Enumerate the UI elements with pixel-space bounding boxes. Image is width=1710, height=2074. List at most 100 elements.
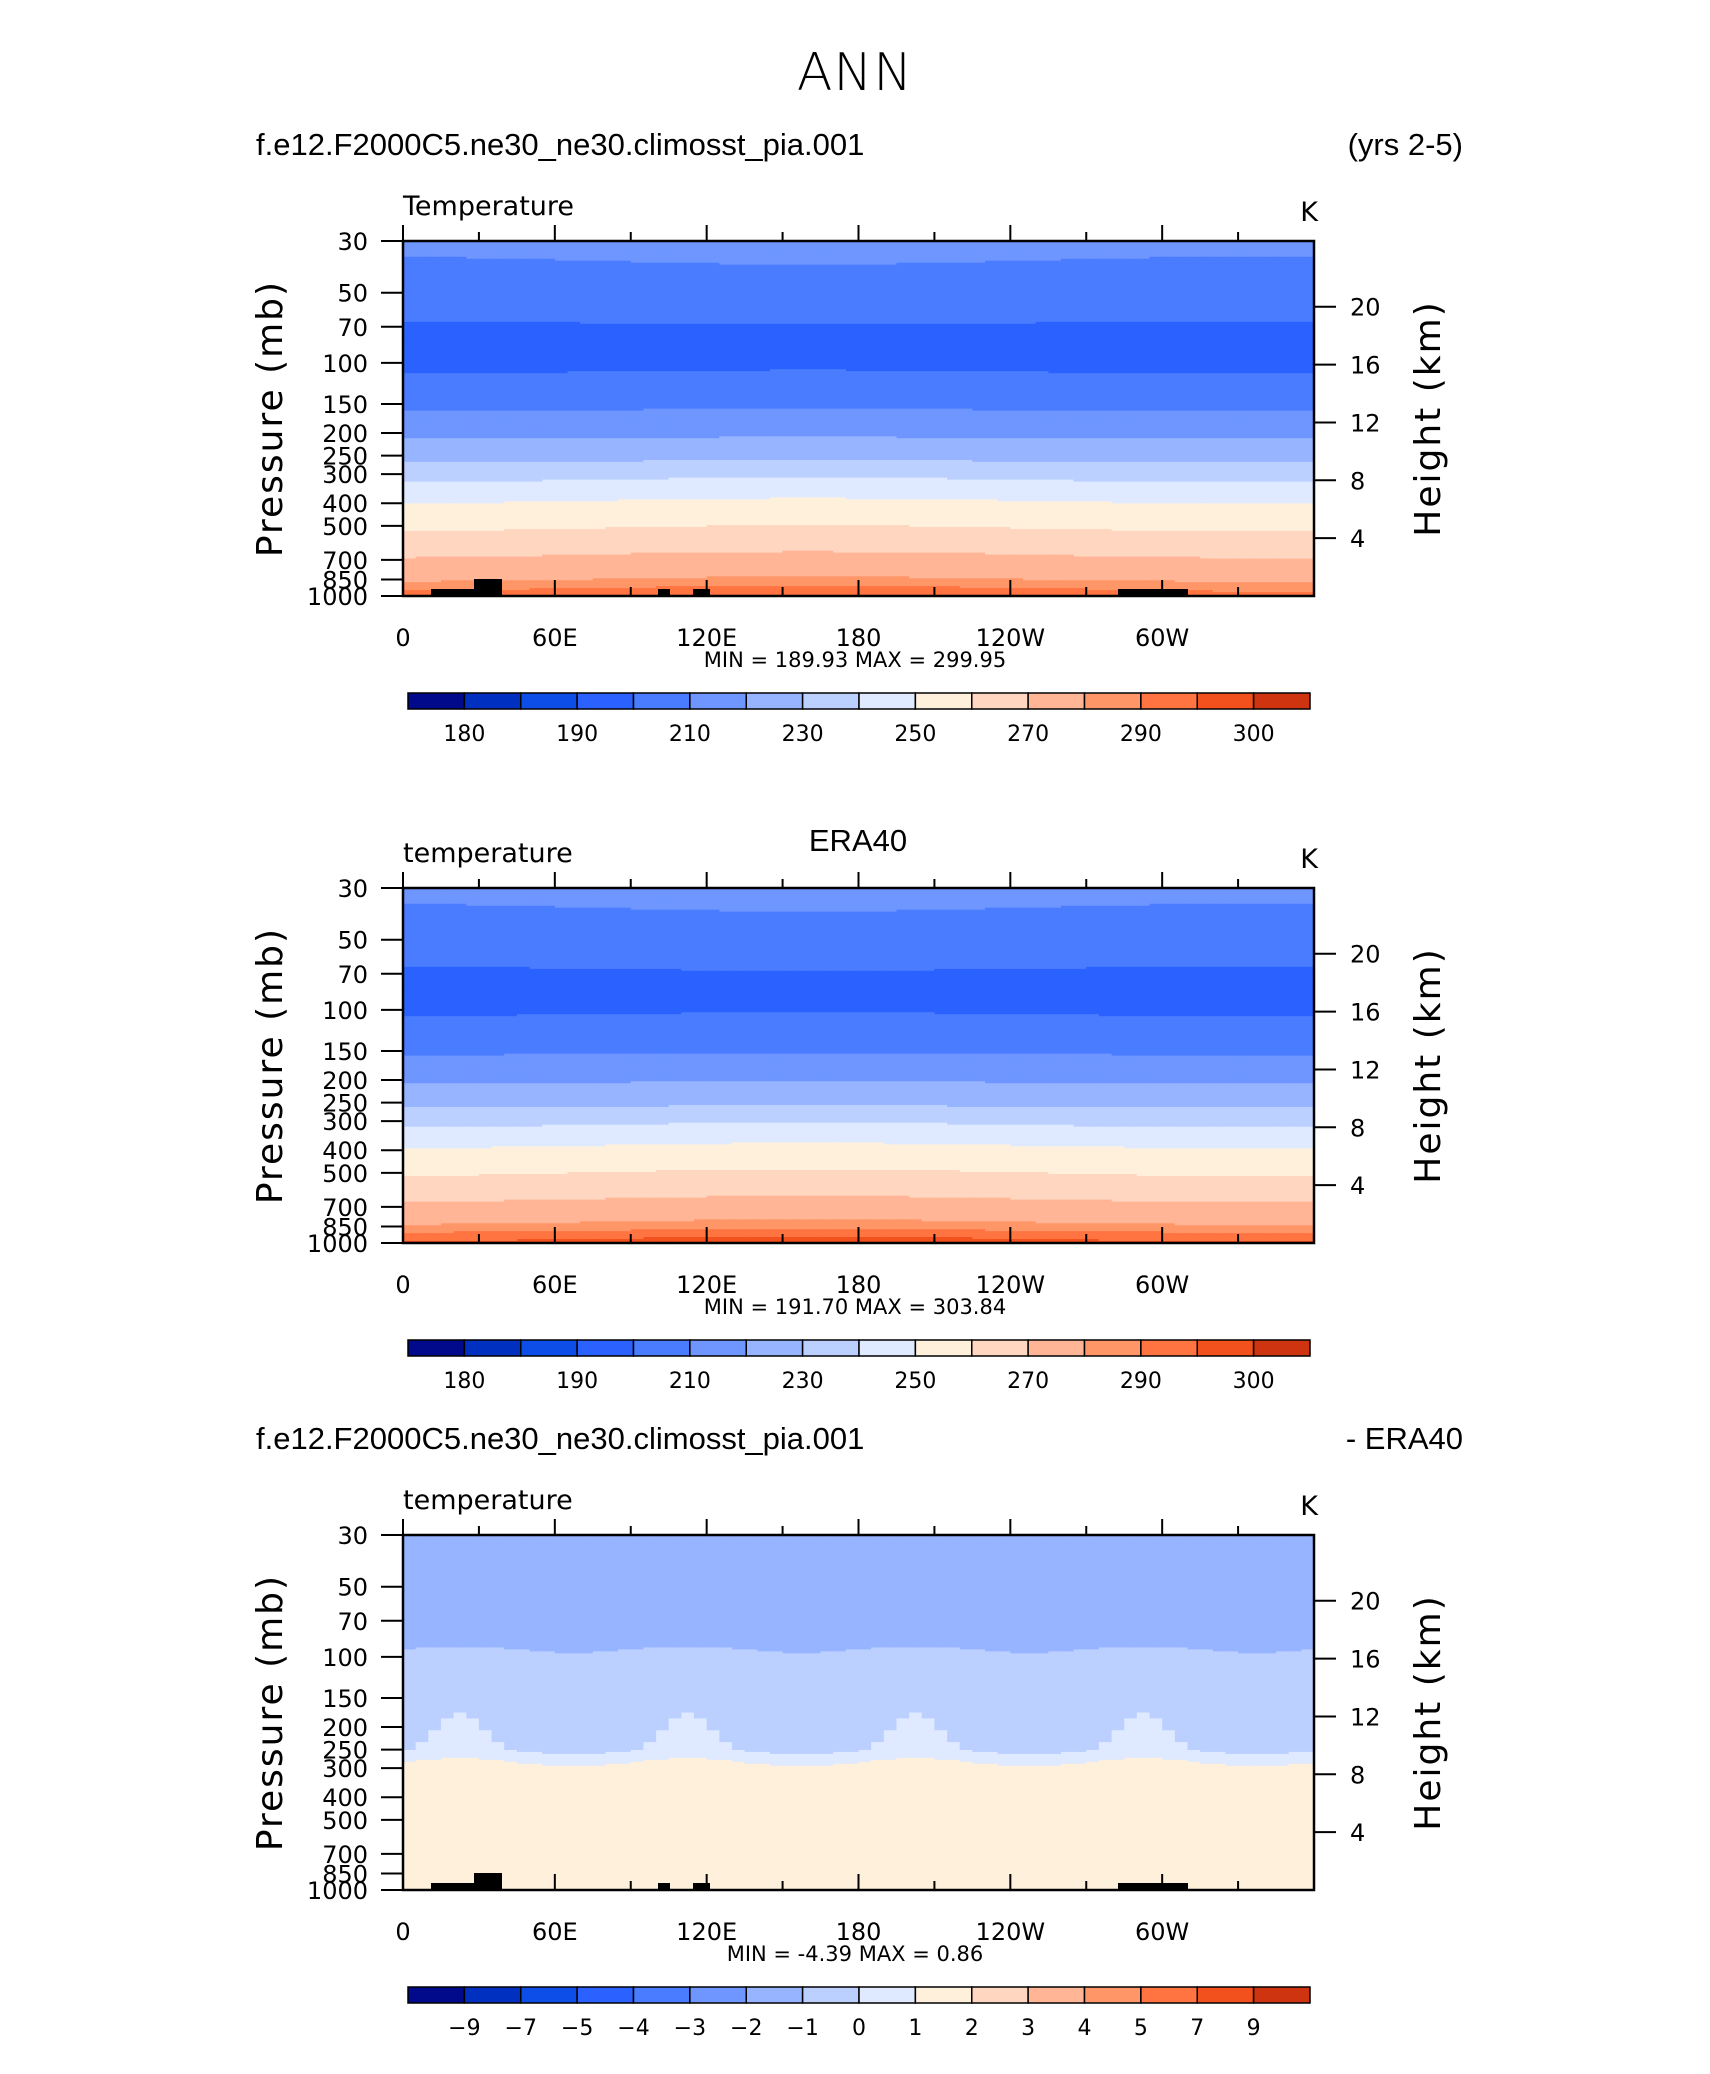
contour-cell (820, 268, 834, 272)
contour-cell (1022, 272, 1037, 276)
contour-cell (896, 248, 910, 252)
contour-cell (1187, 246, 1201, 250)
contour-cell (656, 266, 670, 270)
contour-cell (1098, 248, 1113, 252)
contour-cell (1225, 256, 1239, 260)
contour-cell (668, 268, 682, 272)
contour-cell (567, 282, 581, 285)
contour-cell (1200, 250, 1214, 254)
contour-cell (744, 258, 758, 262)
contour-cell (694, 268, 708, 272)
contour-cell (858, 258, 872, 262)
contour-cell (428, 266, 442, 270)
contour-cell (554, 252, 569, 256)
contour-cell (959, 264, 973, 268)
contour-cell (592, 272, 607, 276)
contour-cell (731, 266, 746, 270)
contour-cell (1187, 268, 1201, 272)
contour-cell (807, 264, 822, 268)
contour-cell (618, 262, 632, 266)
contour-cell (1276, 244, 1290, 248)
contour-cell (567, 256, 581, 260)
contour-cell (1149, 252, 1163, 256)
contour-cell (807, 254, 822, 258)
contour-cell (795, 242, 809, 246)
contour-cell (1060, 278, 1075, 282)
contour-cell (769, 258, 784, 262)
contour-cell (618, 250, 632, 254)
contour-cell (403, 268, 417, 272)
contour-cell (643, 262, 657, 266)
contour-cell (972, 242, 986, 246)
contour-cell (795, 252, 809, 256)
contour-cell (921, 244, 936, 248)
contour-cell (744, 262, 758, 266)
contour-cell (1124, 282, 1138, 285)
contour-cell (668, 280, 682, 284)
contour-cell (554, 276, 569, 280)
contour-cell (529, 256, 543, 260)
contour-cell (769, 274, 784, 278)
contour-cell (833, 264, 847, 268)
contour-cell (896, 282, 910, 285)
contour-cell (1048, 274, 1062, 278)
contour-cell (567, 272, 581, 276)
contour-cell (618, 266, 632, 270)
contour-cell (1225, 268, 1239, 272)
contour-cell (554, 264, 569, 268)
contour-cell (1136, 246, 1151, 250)
contour-cell (972, 244, 986, 248)
contour-cell (491, 258, 505, 262)
contour-cell (1124, 242, 1138, 246)
contour-cell (757, 244, 771, 248)
contour-cell (504, 268, 518, 272)
contour-cell (1225, 252, 1239, 256)
contour-cell (997, 272, 1011, 276)
contour-cell (731, 250, 746, 254)
contour-cell (858, 270, 872, 274)
contour-cell (883, 280, 898, 284)
contour-cell (744, 252, 758, 256)
contour-cell (605, 276, 619, 280)
contour-cell (1035, 282, 1049, 285)
contour-cell (1301, 262, 1314, 266)
contour-cell (415, 242, 429, 246)
contour-cell (1301, 272, 1314, 276)
contour-cell (643, 268, 657, 272)
contour-cell (1162, 278, 1176, 282)
contour-cell (580, 272, 594, 276)
contour-cell (909, 246, 923, 250)
contour-cell (921, 268, 936, 272)
contour-cell (1022, 258, 1037, 262)
contour-cell (757, 278, 771, 282)
contour-cell (668, 246, 682, 250)
contour-cell (478, 244, 493, 248)
contour-cell (478, 278, 493, 282)
contour-cell (1225, 264, 1239, 268)
contour-cell (516, 246, 531, 250)
contour-cell (403, 264, 417, 268)
contour-cell (782, 254, 796, 258)
contour-cell (731, 272, 746, 276)
contour-cell (694, 276, 708, 280)
contour-cell (1060, 270, 1075, 274)
contour-cell (681, 258, 695, 262)
contour-cell (1136, 272, 1151, 276)
contour-cell (440, 282, 455, 285)
contour-cell (529, 278, 543, 282)
contour-cell (1048, 258, 1062, 262)
contour-cell (403, 250, 417, 254)
contour-cell (516, 268, 531, 272)
contour-cell (883, 270, 898, 274)
contour-cell (580, 270, 594, 274)
panels: f.e12.F2000C5.ne30_ne30.climosst_pia.001… (250, 127, 1463, 2041)
contour-cell (403, 246, 417, 250)
contour-cell (1060, 242, 1075, 246)
contour-cell (1098, 262, 1113, 266)
contour-cell (1162, 266, 1176, 270)
contour-cell (795, 272, 809, 276)
contour-cell (807, 250, 822, 254)
contour-cell (440, 258, 455, 262)
contour-cell (1136, 278, 1151, 282)
contour-cell (1263, 241, 1277, 244)
